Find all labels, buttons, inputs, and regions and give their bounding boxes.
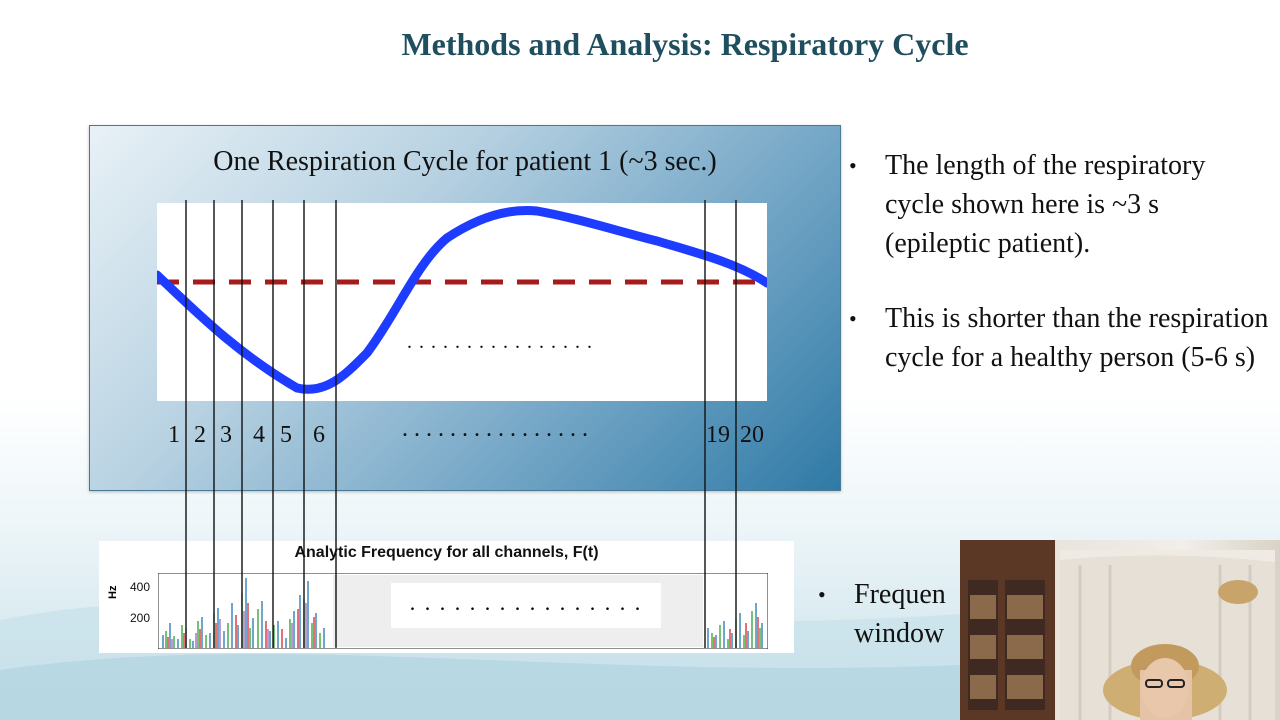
bullet-symbol: • (849, 306, 857, 331)
cycle-label-dots: . . . . . . . . . . . . . . . . (402, 416, 588, 442)
frequency-dots: . . . . . . . . . . . . . . . . (391, 583, 661, 628)
cycle-label-20: 20 (740, 422, 764, 448)
respiration-curve (157, 205, 767, 394)
cycle-label-1: 1 (168, 422, 180, 448)
cycle-label-2: 2 (194, 422, 206, 448)
bullet-text: This is shorter than the respiration cyc… (885, 303, 1269, 373)
tick-400: 400 (130, 580, 151, 594)
cycle-label-5: 5 (280, 422, 292, 448)
frequency-title: Analytic Frequency for all channels, F(t… (294, 544, 599, 561)
frequency-panel: Analytic Frequency for all channels, F(t… (99, 541, 794, 653)
cycle-label-19: 19 (706, 422, 730, 448)
bullet-symbol: • (818, 582, 826, 607)
slide-title: Methods and Analysis: Respiratory Cycle (401, 26, 969, 62)
cycle-label-3: 3 (220, 422, 232, 448)
respiration-figure: One Respiration Cycle for patient 1 (~3 … (89, 125, 841, 491)
tick-200: 200 (130, 611, 151, 625)
bullet-list: • The length of the respiratory cycle sh… (849, 146, 1269, 413)
cycle-label-6: 6 (313, 422, 325, 448)
figure-title: One Respiration Cycle for patient 1 (~3 … (213, 146, 717, 177)
cycle-label-4: 4 (253, 422, 265, 448)
bullet-item: • The length of the respiratory cycle sh… (849, 146, 1269, 263)
presenter-webcam (960, 540, 1280, 720)
respiration-plot: . . . . . . . . . . . . . . . . (157, 203, 767, 401)
bullet-symbol: • (849, 153, 857, 178)
bullet3-line1: Frequen (854, 579, 946, 610)
bullet-text: The length of the respiratory cycle show… (885, 150, 1206, 259)
bullet3-line2: window (854, 618, 945, 649)
plot-dots: . . . . . . . . . . . . . . . . (407, 331, 593, 353)
frequency-ylabel: Hz (107, 585, 119, 599)
webcam-scene (960, 540, 1275, 720)
bullet-item-partial: • Frequen window (818, 575, 946, 653)
bullet-item: • This is shorter than the respiration c… (849, 299, 1269, 377)
